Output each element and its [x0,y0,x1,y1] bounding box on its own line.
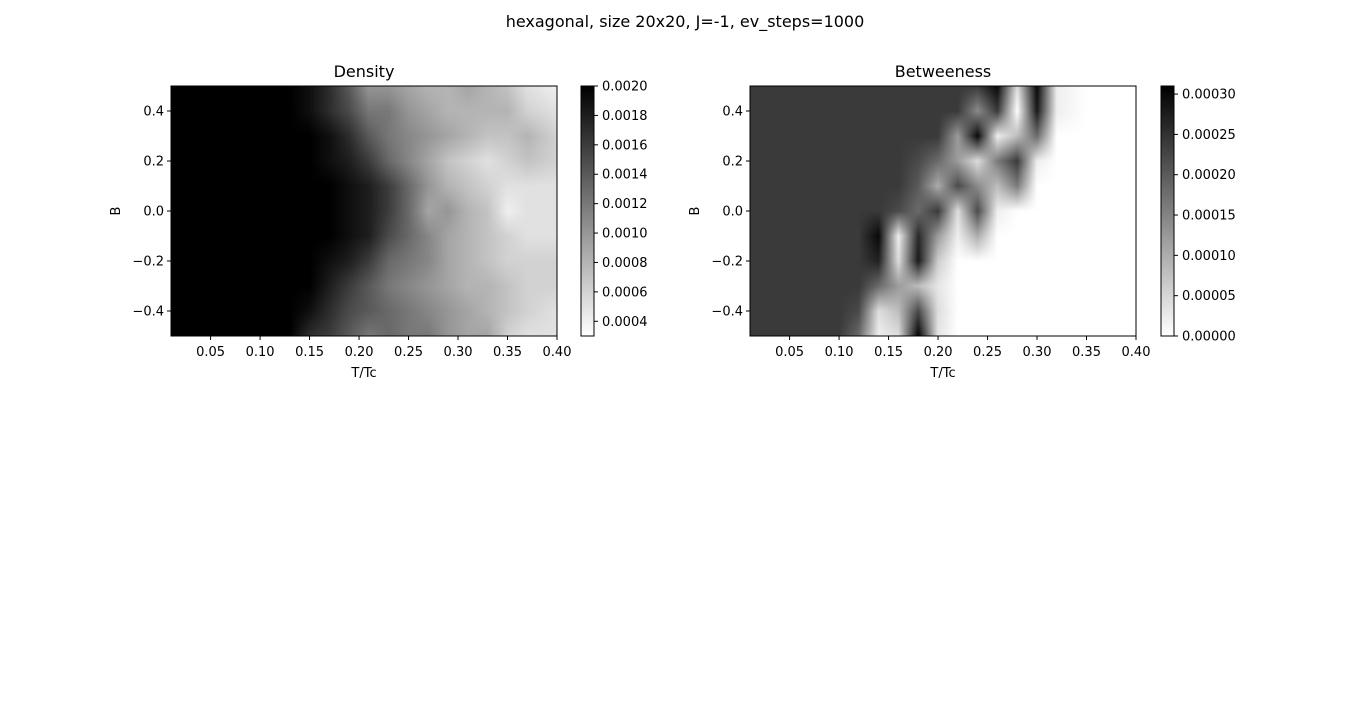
colorbar-tick-label: 0.0018 [602,109,648,124]
y-tick-label: 0.0 [143,205,164,220]
x-tick-label: 0.10 [246,345,275,360]
colorbar-tick-label: 0.00020 [1182,168,1236,183]
heatmap-image [750,86,1136,336]
x-tick-label: 0.35 [1072,345,1101,360]
chart-title: Density [334,62,395,81]
colorbar-tick-label: 0.00005 [1182,289,1236,304]
x-tick-label: 0.20 [345,345,374,360]
x-tick-label: 0.10 [825,345,854,360]
colorbar-tick-label: 0.0006 [602,285,648,300]
x-tick-label: 0.40 [543,345,572,360]
colorbar-tick-label: 0.00015 [1182,209,1236,224]
chart-1: Betweeness 0.05 0.10 0.15 0.20 0.25 0.30 0.35 0.… [688,62,1236,381]
colorbar-tick-label: 0.0016 [602,138,648,153]
y-tick-label: −0.2 [711,255,743,270]
x-tick-label: 0.35 [493,345,522,360]
x-tick-label: 0.25 [973,345,1002,360]
colorbar-tick-label: 0.0004 [602,315,648,330]
y-axis-label: B [109,207,124,216]
y-tick-label: 0.4 [143,105,164,120]
chart-title: Betweeness [895,62,992,81]
colorbar [1160,85,1175,337]
heatmap-image [171,86,557,336]
x-tick-label: 0.40 [1122,345,1151,360]
colorbar-tick-label: 0.0012 [602,197,648,212]
colorbar-tick-label: 0.0010 [602,227,648,242]
figure-title: hexagonal, size 20x20, J=-1, ev_steps=10… [505,12,865,31]
colorbar-tick-label: 0.00010 [1182,249,1236,264]
x-tick-label: 0.25 [394,345,423,360]
x-tick-label: 0.15 [874,345,903,360]
y-tick-label: 0.0 [722,205,743,220]
colorbar-tick-label: 0.00030 [1182,88,1236,103]
colorbar [580,85,595,337]
x-tick-label: 0.30 [444,345,473,360]
colorbar-tick-label: 0.0008 [602,256,648,271]
colorbar-tick-label: 0.0020 [602,80,648,95]
y-tick-label: 0.2 [143,155,164,170]
colorbar-tick-label: 0.00025 [1182,128,1236,143]
y-tick-label: −0.4 [711,305,743,320]
colorbar-tick-label: 0.0014 [602,168,648,183]
x-tick-label: 0.30 [1023,345,1052,360]
y-axis-label: B [688,207,703,216]
chart-0: Density 0.05 0.10 0.15 0.20 0.25 0.30 0.35 0.40 −… [109,62,648,381]
x-tick-label: 0.20 [924,345,953,360]
colorbar-tick-label: 0.00000 [1182,330,1236,345]
x-axis-label: T/Tc [929,366,955,381]
y-tick-label: 0.2 [722,155,743,170]
y-tick-label: −0.4 [132,305,164,320]
x-tick-label: 0.15 [295,345,324,360]
x-axis-label: T/Tc [350,366,376,381]
x-tick-label: 0.05 [196,345,225,360]
x-tick-label: 0.05 [775,345,804,360]
y-tick-label: −0.2 [132,255,164,270]
y-tick-label: 0.4 [722,105,743,120]
